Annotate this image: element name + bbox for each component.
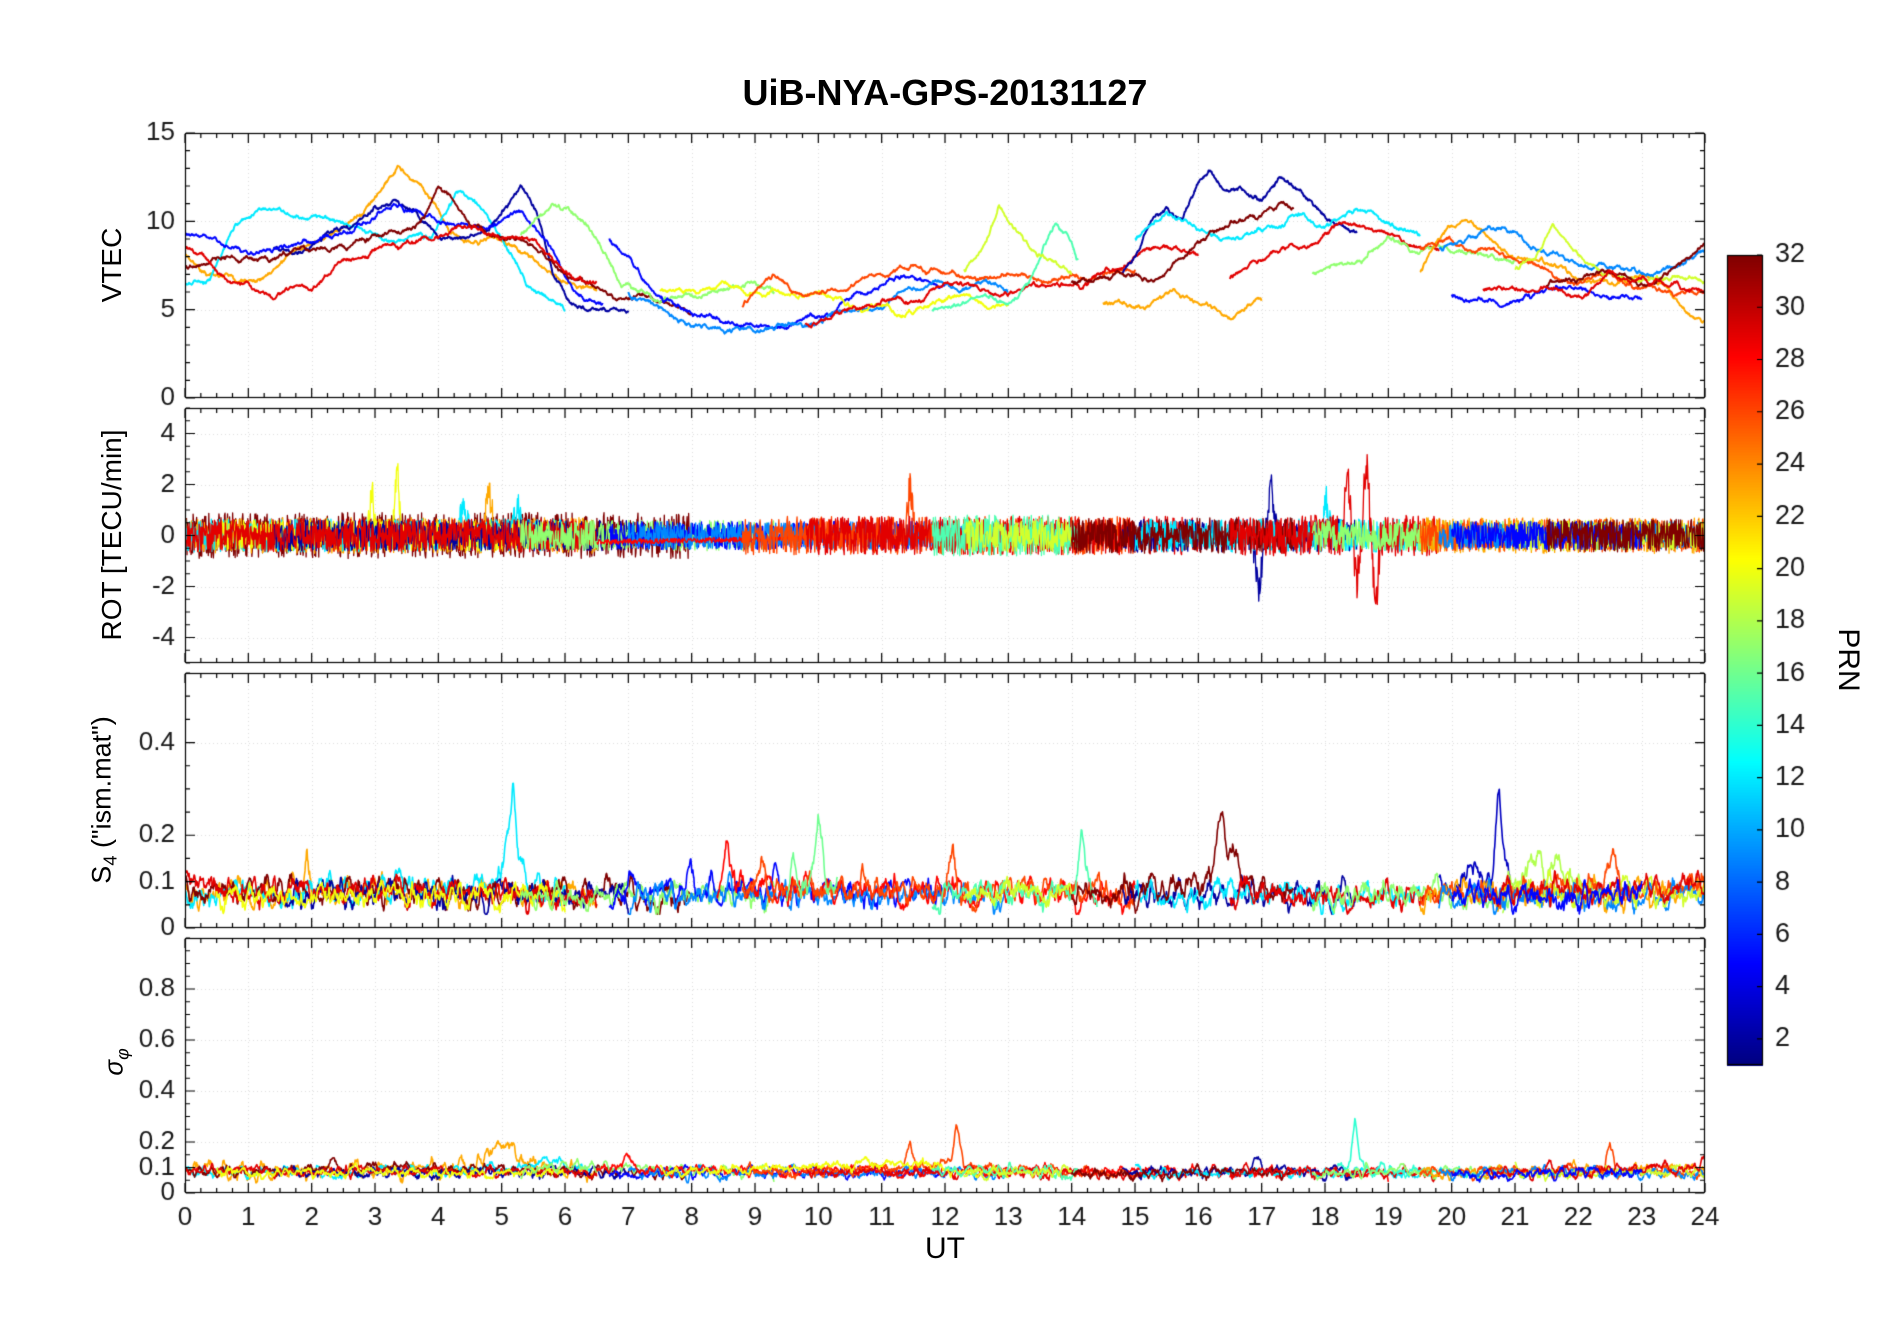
chart-title: UiB-NYA-GPS-20131127: [742, 72, 1148, 113]
rot-axis-label: ROT [TECU/min]: [96, 429, 127, 641]
colorbar-label: PRN: [1832, 628, 1865, 692]
x-axis-label: UT: [925, 1232, 965, 1265]
s4-axis-label: S4 ("ism.mat"): [86, 716, 121, 883]
sigma-label-sub: φ: [112, 1048, 133, 1060]
s4-label-main: S: [86, 865, 117, 884]
sigma-label-main: σ: [98, 1059, 129, 1076]
vtec-axis-label: VTEC: [96, 227, 127, 303]
s4-label-rest: ("ism.mat"): [86, 716, 117, 856]
sigma-phi-axis-label: σφ: [98, 1048, 133, 1075]
s4-label-sub: 4: [99, 855, 121, 866]
